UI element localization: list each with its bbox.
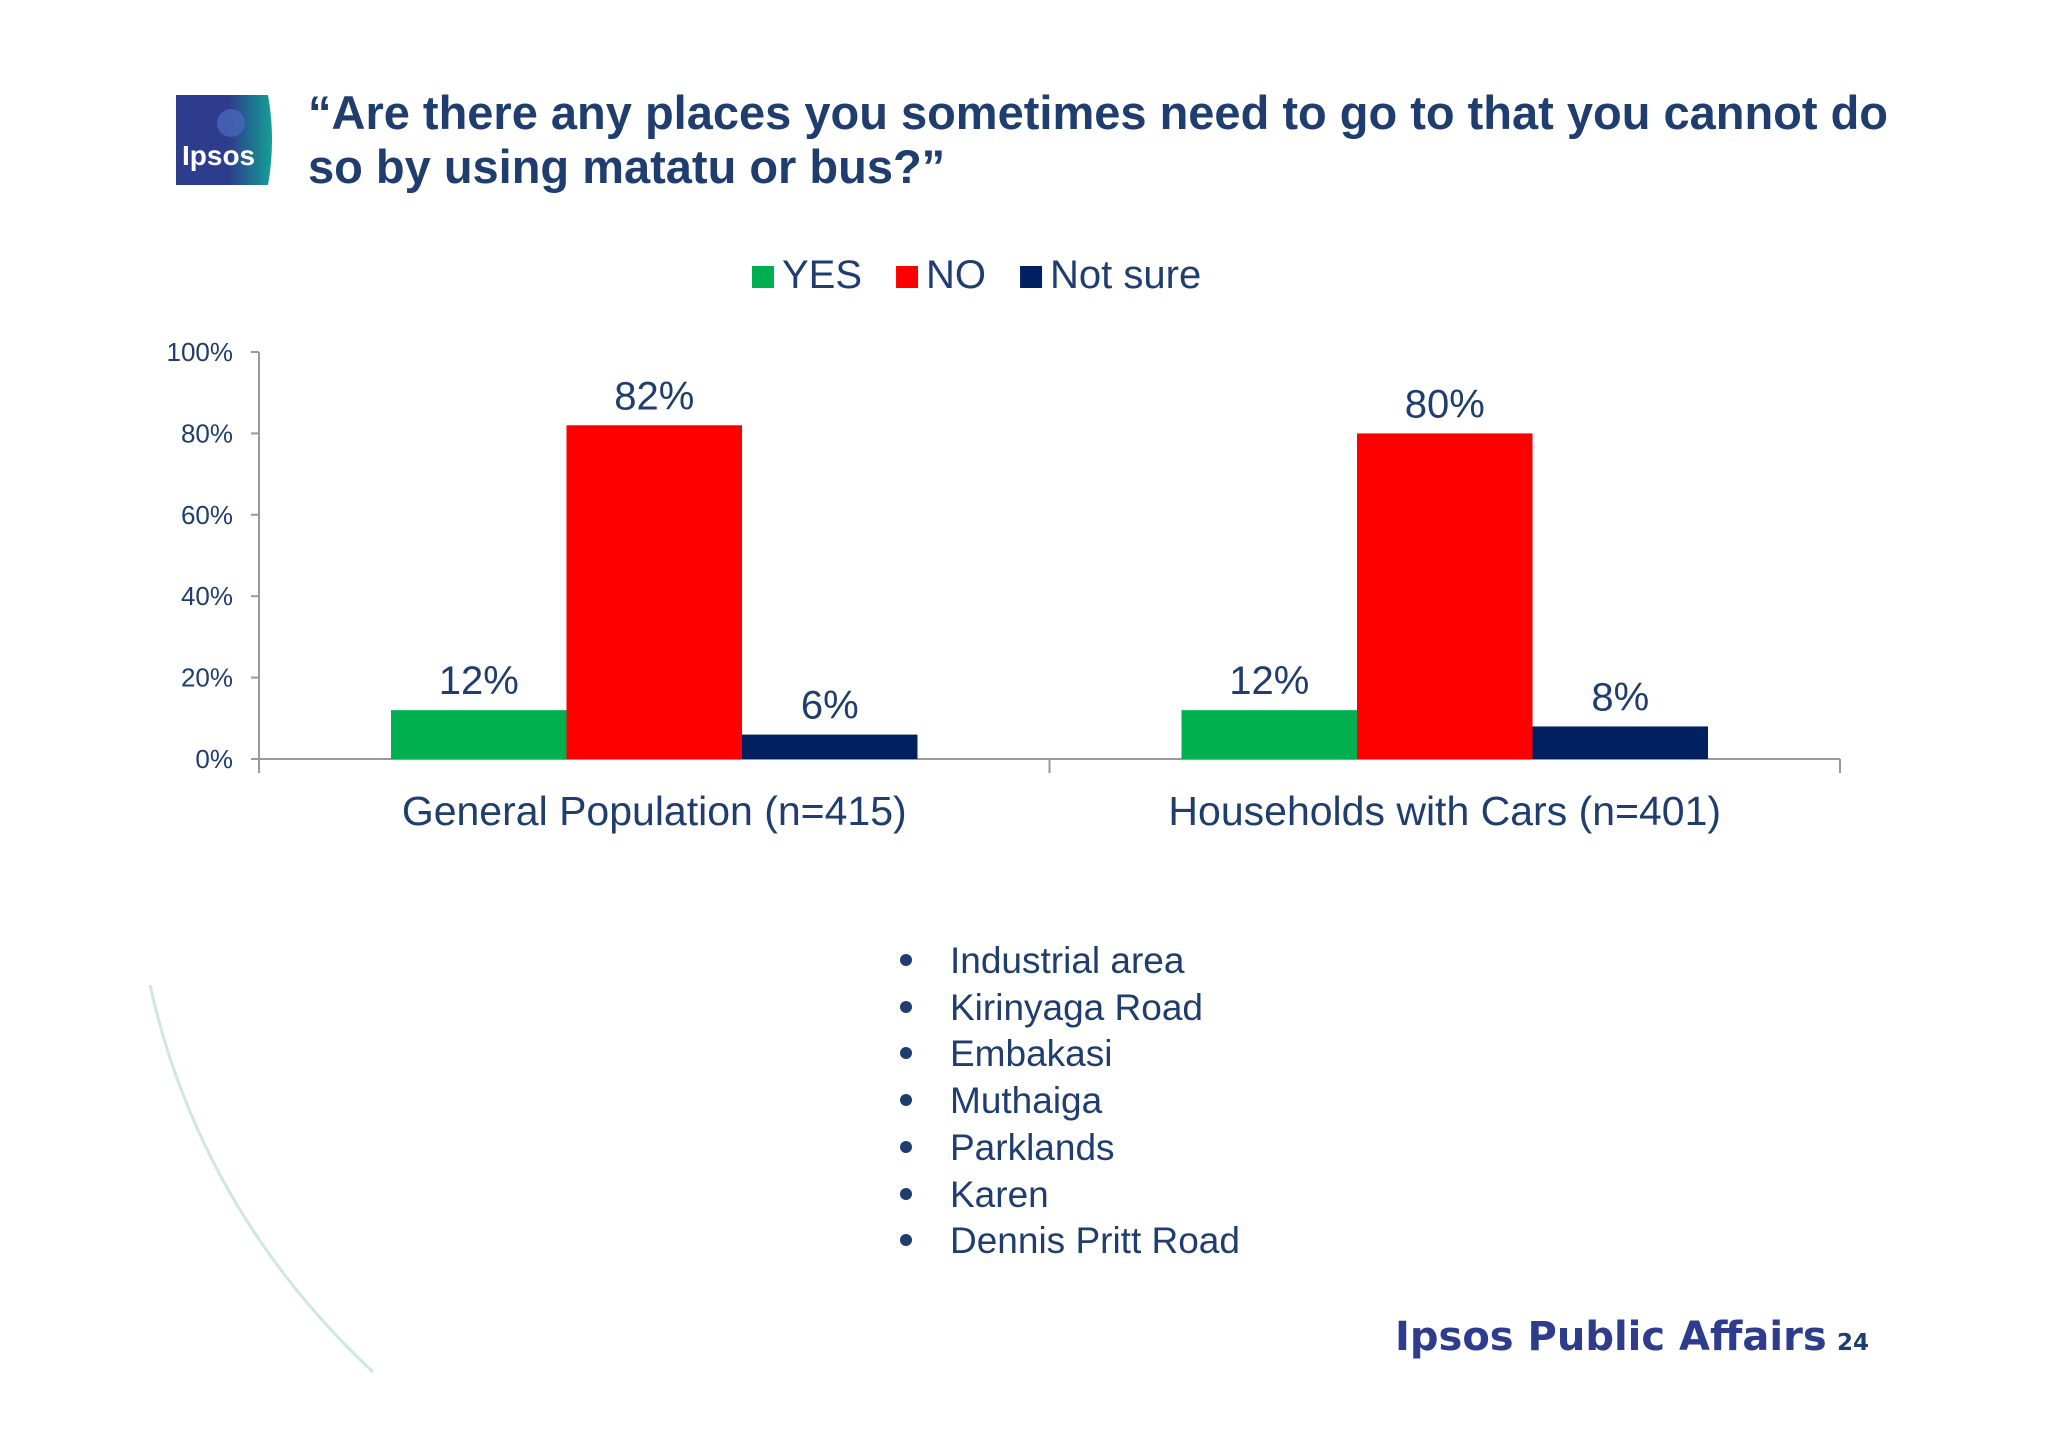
bar-no	[1357, 433, 1533, 759]
list-item: Parklands	[900, 1125, 1240, 1172]
legend-label: NO	[926, 253, 986, 297]
bullet-dot	[900, 1140, 912, 1153]
bullet-dot	[900, 1187, 912, 1200]
category-label: Households with Cars (n=401)	[1168, 788, 1721, 834]
places-list: Industrial area Kirinyaga Road Embakasi Mut…	[900, 938, 1240, 1265]
y-tick-label: 20%	[181, 663, 233, 693]
y-tick-label: 40%	[181, 581, 233, 611]
place-name: Karen	[950, 1173, 1049, 1215]
y-tick-label: 60%	[181, 500, 233, 530]
logo-text: Ipsos	[182, 140, 255, 171]
list-item: Embakasi	[900, 1031, 1240, 1078]
bar-yes	[391, 710, 567, 759]
legend-label: Not sure	[1050, 253, 1201, 297]
place-name: Embakasi	[950, 1033, 1113, 1075]
slide-title: “Are there any places you sometimes need…	[308, 86, 1889, 193]
y-tick-label: 0%	[195, 744, 233, 774]
place-name: Kirinyaga Road	[950, 986, 1203, 1028]
y-tick-label: 80%	[181, 418, 233, 448]
category-label: General Population (n=415)	[402, 788, 907, 834]
bullet-dot	[900, 1094, 912, 1107]
ipsos-logo: Ipsos	[176, 95, 272, 185]
bar-not-sure	[741, 734, 918, 759]
data-label: 6%	[801, 684, 859, 728]
legend-swatch-yes	[752, 266, 774, 288]
data-label: 80%	[1405, 382, 1485, 426]
data-label: 12%	[439, 659, 519, 703]
place-name: Industrial area	[950, 940, 1185, 981]
list-item: Dennis Pritt Road	[900, 1218, 1240, 1265]
footer-brand: Ipsos Public Affairs	[1395, 1314, 1827, 1360]
list-item: Muthaiga	[900, 1078, 1240, 1125]
list-item: Kirinyaga Road	[900, 985, 1240, 1032]
data-label: 8%	[1591, 675, 1649, 719]
data-label: 12%	[1229, 659, 1309, 703]
data-label: 82%	[614, 374, 694, 418]
legend-swatch-no	[896, 266, 919, 288]
place-name: Dennis Pritt Road	[950, 1220, 1240, 1262]
legend-label: YES	[782, 253, 862, 297]
bar-no	[566, 425, 742, 759]
legend-swatch-not-sure	[1020, 266, 1043, 288]
bullet-dot	[900, 1234, 912, 1247]
y-tick-label: 100%	[167, 337, 234, 367]
bar-yes	[1181, 710, 1358, 759]
bar-not-sure	[1532, 726, 1708, 759]
bullet-dot	[900, 954, 912, 966]
page-number: 24	[1837, 1330, 1870, 1356]
bullet-dot	[900, 1000, 912, 1013]
list-item: Industrial area	[900, 938, 1240, 985]
bullet-dot	[900, 1047, 912, 1060]
place-name: Muthaiga	[950, 1080, 1103, 1122]
place-name: Parklands	[950, 1126, 1115, 1168]
list-item: Karen	[900, 1172, 1240, 1219]
